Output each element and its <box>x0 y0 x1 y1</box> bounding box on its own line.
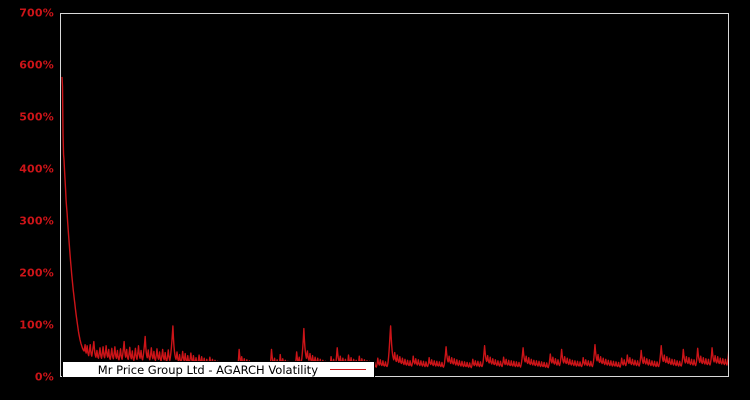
y-tick-label: 400% <box>19 162 54 176</box>
y-axis-tick-labels: 0% 100% 200% 300% 400% 500% 600% 700% <box>0 0 54 400</box>
y-tick-label: 0% <box>34 370 54 384</box>
legend-label: Mr Price Group Ltd - AGARCH Volatility <box>97 362 318 377</box>
series-canvas <box>61 76 728 371</box>
y-tick-label: 700% <box>19 6 54 20</box>
y-tick-label: 500% <box>19 110 54 124</box>
chart-legend[interactable]: Mr Price Group Ltd - AGARCH Volatility <box>62 361 375 378</box>
legend-line-swatch <box>330 369 366 370</box>
y-tick-label: 600% <box>19 58 54 72</box>
y-tick-label: 100% <box>19 318 54 332</box>
y-tick-label: 200% <box>19 266 54 280</box>
series-line <box>61 76 728 371</box>
plot-area <box>60 13 729 377</box>
y-tick-label: 300% <box>19 214 54 228</box>
